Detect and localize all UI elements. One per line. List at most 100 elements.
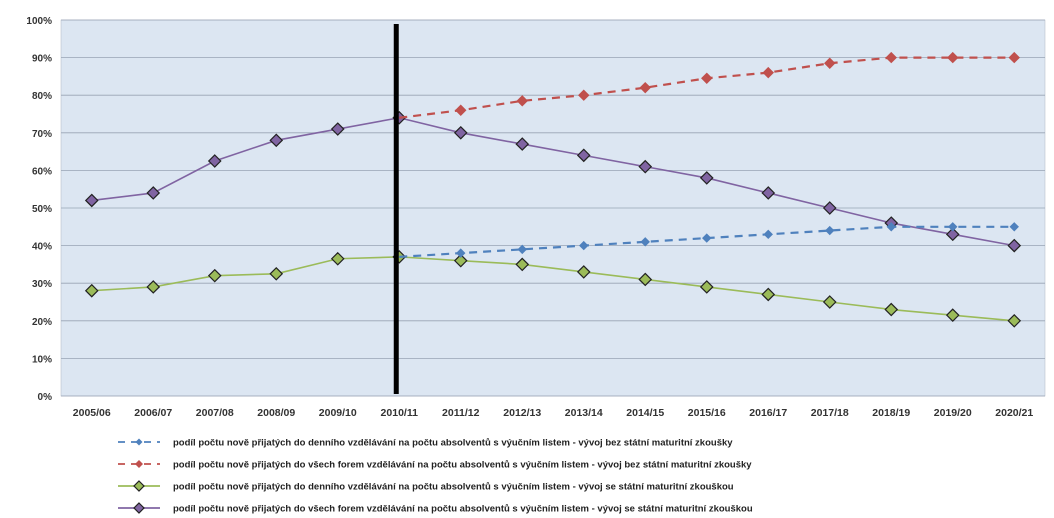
data-point [515,257,530,272]
x-tick-label: 2010/11 [381,407,419,419]
legend-marker [135,438,143,446]
data-point [824,57,836,69]
data-point [947,51,959,64]
x-axis: 2005/06 2006/07 2007/08 2008/09 2009/10 2010/… [73,407,1034,419]
legend-marker [133,502,145,514]
legend: podíl počtu nově přijatých do denního vz… [118,438,753,515]
legend-label: podíl počtu nově přijatých do denního vz… [173,438,733,449]
x-tick-label: 2006/07 [134,407,172,419]
data-point [207,154,222,168]
series-1 [399,51,1020,119]
data-point [1007,313,1022,328]
x-tick-label: 2013/14 [565,407,603,419]
y-tick-label: 100% [26,16,52,27]
legend-label: podíl počtu nově přijatých do všech fore… [173,460,752,471]
x-tick-label: 2020/21 [995,407,1033,419]
y-tick-label: 90% [32,54,52,65]
series-lines [84,51,1022,328]
series-2 [84,250,1022,328]
data-point [84,283,99,298]
x-tick-label: 2014/15 [626,407,664,419]
x-tick-label: 2011/12 [442,407,480,419]
x-tick-label: 2016/17 [749,407,787,419]
y-tick-label: 60% [32,166,52,177]
data-point [761,186,776,200]
legend-label: podíl počtu nově přijatých do všech fore… [173,504,753,515]
data-point [699,280,714,294]
data-point [453,125,468,140]
series-3 [84,110,1022,253]
data-point [455,104,467,116]
legend-marker [133,480,145,492]
data-point [1008,51,1020,64]
data-point [701,72,713,84]
data-point [1007,238,1022,253]
data-point [576,148,591,163]
legend-item: podíl počtu nově přijatých do denního vz… [118,438,733,449]
data-point [146,280,161,294]
data-point [330,251,345,266]
data-point [638,159,653,174]
data-point [84,193,99,208]
y-tick-label: 40% [32,242,52,253]
data-point [456,248,466,258]
data-point [886,222,896,232]
legend-item: podíl počtu nově přijatých do denního vz… [118,480,734,493]
data-point [762,66,774,79]
y-tick-label: 50% [32,204,52,215]
x-tick-label: 2017/18 [811,407,849,419]
data-point [269,133,284,148]
x-tick-label: 2008/09 [257,407,295,419]
data-point [699,171,714,185]
data-point [702,233,712,243]
data-point [517,244,527,255]
data-point [884,302,899,317]
y-axis: 0% 10% 20% 30% 40% 50% 60% 70% 80% 90% 100% [26,16,52,403]
series-0 [399,222,1019,258]
x-tick-label: 2009/10 [319,407,357,419]
data-point [761,287,776,302]
y-tick-label: 20% [32,317,52,328]
y-tick-label: 0% [38,392,53,403]
legend-item: podíl počtu nově přijatých do všech fore… [118,460,752,471]
legend-item: podíl počtu nově přijatých do všech fore… [118,502,753,515]
data-point [516,95,528,107]
data-point [825,225,835,236]
data-point [639,81,651,94]
data-point [948,222,958,232]
data-point [885,51,897,64]
y-tick-label: 30% [32,279,52,290]
data-point [640,237,650,247]
series-line [91,116,1015,247]
x-tick-label: 2005/06 [73,407,111,419]
data-point [453,253,468,268]
x-tick-label: 2012/13 [503,407,541,419]
x-tick-label: 2015/16 [688,407,726,419]
data-point [945,308,960,323]
data-point [515,137,530,151]
data-point [638,272,653,287]
data-point [822,295,837,309]
x-tick-label: 2018/19 [872,407,910,419]
data-point [763,229,773,240]
data-point [1009,222,1019,232]
data-point [207,268,222,283]
data-point [330,122,345,136]
data-point [945,227,960,242]
data-point [576,265,591,279]
gridlines [61,19,1045,397]
y-tick-label: 10% [32,354,52,365]
data-point [578,89,590,101]
y-tick-label: 80% [32,91,52,102]
y-tick-label: 70% [32,129,52,140]
data-point [579,240,589,251]
series-line [91,256,1015,322]
legend-label: podíl počtu nově přijatých do denního vz… [173,482,734,493]
data-point [822,201,837,215]
x-tick-label: 2019/20 [934,407,972,419]
data-point [269,266,284,281]
x-tick-label: 2007/08 [196,407,234,419]
data-point [146,186,161,200]
